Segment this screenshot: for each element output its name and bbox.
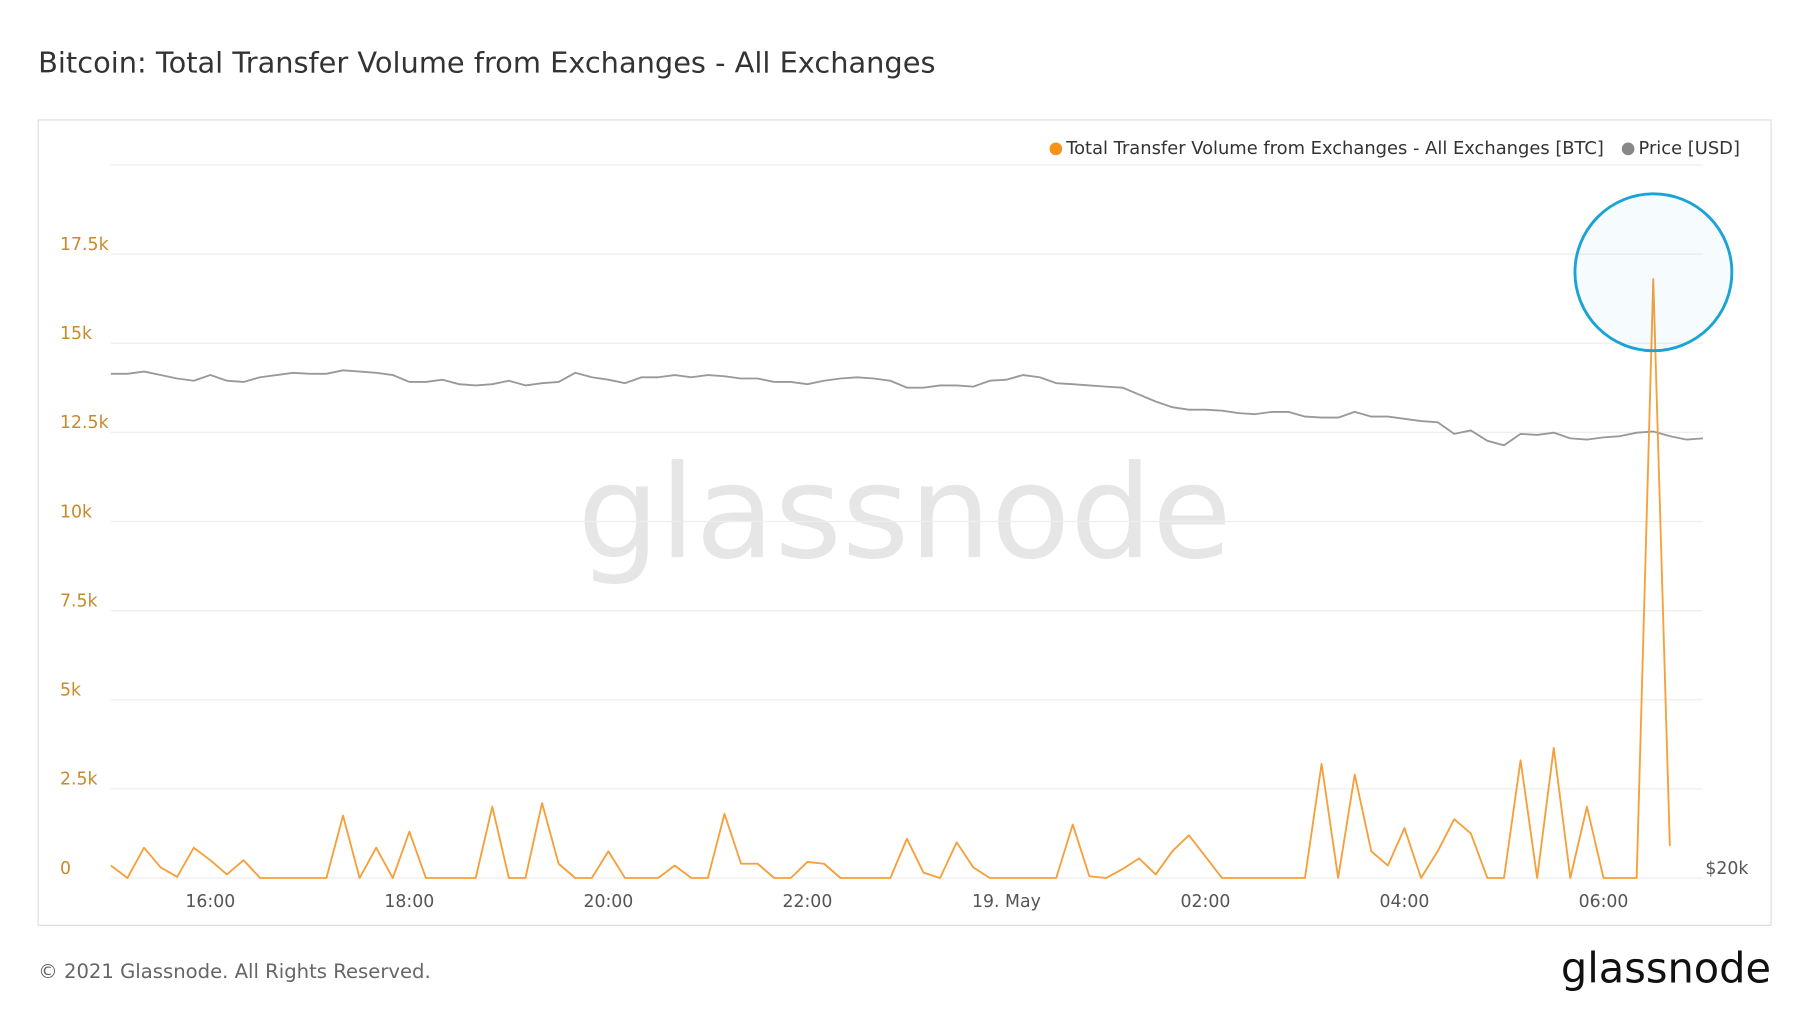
y-tick-label: 10k: [60, 502, 92, 522]
x-tick-label: 02:00: [1181, 892, 1231, 912]
x-tick-label: 22:00: [782, 892, 832, 912]
y-tick-label: 7.5k: [60, 591, 98, 611]
x-tick-label: 18:00: [384, 892, 434, 912]
series-line: [110, 278, 1671, 879]
logo: glassnode: [1561, 943, 1771, 992]
x-tick-label: 06:00: [1579, 892, 1629, 912]
y-tick-label: 12.5k: [60, 413, 109, 433]
footer: © 2021 Glassnode. All Rights Reserved.: [38, 960, 431, 983]
chart-title: Bitcoin: Total Transfer Volume from Exch…: [38, 46, 935, 80]
x-tick-label: 16:00: [185, 892, 235, 912]
series-line: [110, 369, 1704, 447]
watermark: glassnode: [577, 438, 1231, 588]
x-tick-label: 19. May: [972, 892, 1041, 912]
y-tick-label: 15k: [60, 324, 92, 344]
y-tick-label: 5k: [60, 681, 81, 701]
y2-tick-label: $20k: [1705, 859, 1748, 879]
y-tick-label: 17.5k: [60, 235, 109, 255]
x-tick-label: 20:00: [583, 892, 633, 912]
legend-marker: [1621, 142, 1635, 156]
y-tick-label: 0: [60, 859, 71, 879]
x-tick-label: 04:00: [1380, 892, 1430, 912]
highlight-circle: [1573, 192, 1734, 353]
chart-frame: [37, 119, 1772, 926]
y-tick-label: 2.5k: [60, 770, 98, 790]
legend-label: Price [USD]: [1638, 138, 1739, 159]
plot: 0 2.5k 5k 7.5k 10k 12.5k 15k 17.5k $20k 16:00 18:0…: [60, 138, 1748, 912]
legend-marker: [1049, 142, 1063, 156]
legend-label: Total Transfer Volume from Exchanges - A…: [1065, 138, 1604, 159]
